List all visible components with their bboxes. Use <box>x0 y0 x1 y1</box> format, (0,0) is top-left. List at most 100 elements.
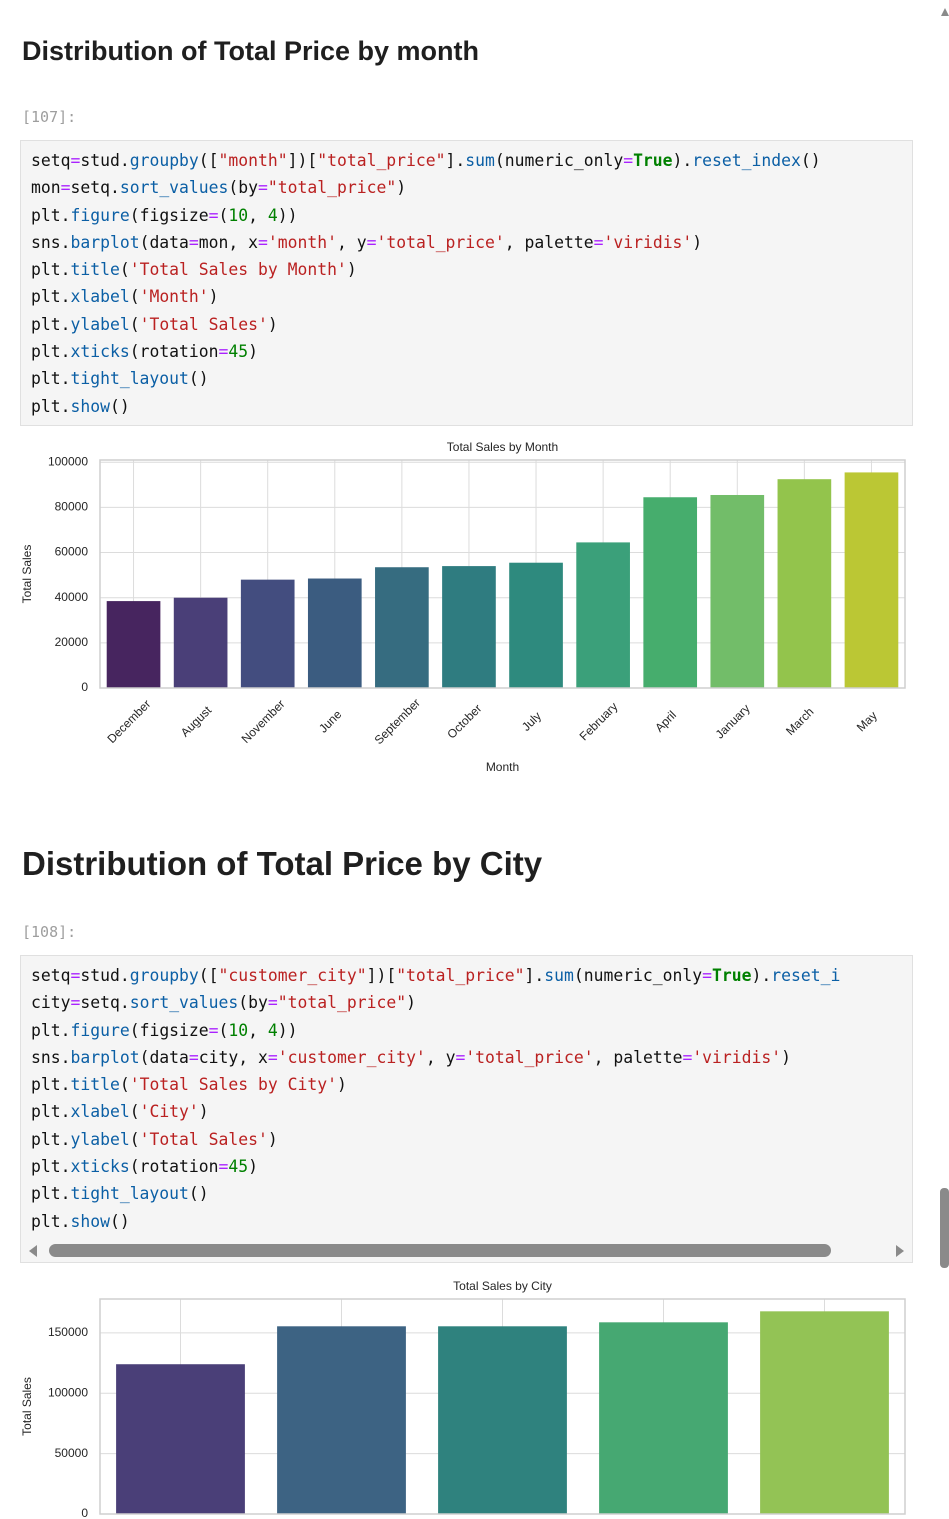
bar <box>599 1322 728 1514</box>
heading: Distribution of Total Price by City <box>22 845 543 882</box>
code-token: = <box>70 151 81 170</box>
code-token: ( <box>129 314 140 334</box>
code-token: . <box>60 1211 71 1231</box>
scroll-right[interactable] <box>896 1245 904 1257</box>
code-token: tight_layout <box>70 1184 189 1204</box>
y-tick-label: 60000 <box>55 545 89 559</box>
code-token: figsize <box>139 1020 209 1040</box>
x-tick-label: March <box>783 705 816 738</box>
x-tick-label: August <box>178 703 215 740</box>
code-token: xlabel <box>70 1102 130 1122</box>
code-token: plt <box>31 1075 61 1095</box>
x-tick-label: September <box>372 696 423 747</box>
code-token: setq <box>80 993 120 1013</box>
code-token: 'Month' <box>139 287 209 307</box>
code-token: groupby <box>129 151 199 170</box>
code-token: "month" <box>218 151 288 170</box>
code-token: ) <box>248 1157 259 1177</box>
scroll-up[interactable] <box>941 8 949 16</box>
code-token: numeric_only <box>504 151 624 170</box>
y-tick-label: 40000 <box>55 590 89 604</box>
code-token: 45 <box>228 342 249 362</box>
code-token: data <box>149 1047 189 1067</box>
code-token: ([ <box>198 151 219 170</box>
bar <box>509 562 563 688</box>
code-token: True <box>712 966 752 985</box>
scroll-left[interactable] <box>29 1245 37 1257</box>
code-line: plt.tight_layout() <box>31 1180 912 1207</box>
code-line: sns.barplot(data=mon, x='month', y='tota… <box>31 229 912 256</box>
code-token: 'total_price' <box>376 232 505 252</box>
code-token: stud <box>80 966 120 985</box>
code-token: "customer_city" <box>218 966 367 985</box>
code-token: title <box>70 260 120 280</box>
chart-title: Total Sales by City <box>453 1279 552 1293</box>
code-token: setq <box>31 151 71 170</box>
code-token: plt <box>31 342 61 362</box>
code-token: ) <box>336 1075 347 1095</box>
code-token: = <box>455 1047 466 1067</box>
scrollbar-thumb[interactable] <box>49 1244 831 1257</box>
code-token: 'Total Sales' <box>139 1129 268 1149</box>
code-token: ( <box>218 1020 229 1040</box>
code-token: ( <box>129 1102 140 1122</box>
code-token: plt <box>31 369 61 389</box>
code-token: ) <box>781 1047 791 1067</box>
code-token: plt <box>31 1129 61 1149</box>
code-cell[interactable]: setq=stud.groupby(["customer_city"])["to… <box>20 955 913 1240</box>
code-token: . <box>60 1075 71 1095</box>
code-token: 4 <box>267 205 278 225</box>
code-token: . <box>60 287 71 307</box>
code-token: ). <box>672 151 693 170</box>
code-token: . <box>60 1184 71 1204</box>
x-tick-label: April <box>652 708 679 735</box>
code-cell[interactable]: setq=stud.groupby(["month"])["total_pric… <box>20 140 913 426</box>
code-token: sns <box>31 1047 61 1067</box>
code-token: groupby <box>129 966 199 985</box>
code-token: palette <box>613 1047 683 1067</box>
code-token: . <box>60 396 71 416</box>
plot-frame <box>99 459 906 689</box>
code-token: )) <box>277 205 298 225</box>
code-token: . <box>119 151 130 170</box>
code-token: setq <box>70 178 110 198</box>
code-token: mon <box>31 178 61 198</box>
code-token: ylabel <box>70 1129 130 1149</box>
code-line: plt.xticks(rotation=45) <box>31 1153 912 1180</box>
vertical-scrollbar-thumb[interactable] <box>940 1188 949 1268</box>
x-tick-label: October <box>444 701 484 741</box>
code-token: plt <box>31 260 61 280</box>
code-token: figsize <box>139 205 209 225</box>
code-token: )) <box>277 1020 298 1040</box>
code-token: ) <box>267 314 278 334</box>
code-token: . <box>109 178 120 198</box>
bar <box>442 566 496 688</box>
code-token: ) <box>267 1129 278 1149</box>
code-line: setq=stud.groupby(["customer_city"])["to… <box>31 962 912 989</box>
code-token: "total_price" <box>267 178 397 198</box>
code-token: y <box>356 232 367 252</box>
code-token: . <box>60 1102 71 1122</box>
code-token: plt <box>31 314 61 334</box>
code-token: ( <box>139 232 150 252</box>
code-token: by <box>238 178 259 198</box>
code-token: . <box>60 1020 71 1040</box>
bar <box>106 601 161 688</box>
code-token: = <box>70 966 81 985</box>
code-token: ( <box>573 966 584 985</box>
code-token: ( <box>139 1047 150 1067</box>
code-token: city <box>31 993 71 1013</box>
code-token: . <box>60 1047 71 1067</box>
code-token: = <box>267 1047 278 1067</box>
code-token: . <box>60 1129 71 1149</box>
code-line: plt.xlabel('City') <box>31 1098 912 1125</box>
plot-area <box>100 460 905 688</box>
code-token: show <box>70 396 110 416</box>
code-line: plt.title('Total Sales by City') <box>31 1071 912 1098</box>
y-tick-label: 100000 <box>48 1385 88 1399</box>
code-token: = <box>623 151 634 170</box>
code-token: . <box>119 993 130 1013</box>
y-tick-label: 0 <box>81 680 88 694</box>
code-token: ) <box>198 1102 209 1122</box>
horizontal-scrollbar[interactable] <box>20 1240 913 1263</box>
